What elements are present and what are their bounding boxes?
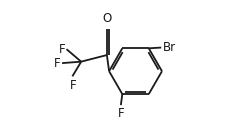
Text: O: O (102, 12, 111, 25)
Text: Br: Br (163, 41, 176, 54)
Text: F: F (58, 43, 65, 56)
Text: F: F (54, 57, 61, 70)
Text: F: F (118, 107, 124, 120)
Text: F: F (70, 79, 76, 91)
